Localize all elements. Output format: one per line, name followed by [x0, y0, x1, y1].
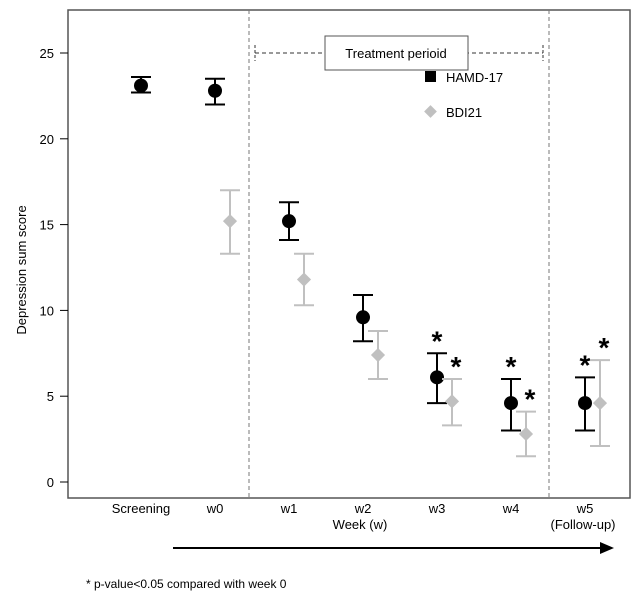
data-point-HAMD-17 — [205, 77, 225, 106]
data-point-HAMD-17 — [131, 76, 151, 94]
data-point-BDI21: * — [516, 384, 536, 458]
data-point-BDI21: * — [590, 332, 610, 447]
point-marker — [444, 394, 460, 409]
point-marker — [578, 396, 592, 411]
y-tick-label: 20 — [40, 132, 54, 147]
x-tick-label: w1 — [280, 501, 298, 516]
x-tick-label: w0 — [206, 501, 224, 516]
data-point-BDI21 — [368, 329, 388, 381]
y-tick-label: 10 — [40, 303, 54, 318]
point-marker — [370, 347, 386, 363]
legend-marker-hamd — [425, 71, 436, 82]
plot-frame — [67, 9, 631, 499]
point-marker — [208, 83, 222, 98]
legend-marker-bdi — [424, 105, 437, 118]
x-tick-label: w5 — [576, 501, 594, 516]
legend-label-hamd: HAMD-17 — [446, 70, 503, 85]
point-marker — [296, 272, 312, 287]
point-marker — [222, 214, 238, 229]
data-point-HAMD-17 — [279, 201, 299, 242]
x-tick-label: w4 — [502, 501, 520, 516]
follow-up-label: (Follow-up) — [550, 517, 615, 532]
significance-asterisk: * — [432, 325, 443, 356]
y-tick-label: 5 — [47, 389, 54, 404]
point-marker — [592, 395, 608, 411]
data-point-BDI21: * — [442, 351, 462, 427]
x-axis-label: Week (w) — [333, 517, 388, 532]
arrow-head — [600, 542, 614, 554]
data-point-BDI21 — [220, 189, 240, 255]
significance-asterisk: * — [506, 351, 517, 382]
data-point-HAMD-17 — [353, 293, 373, 343]
point-marker — [504, 396, 518, 411]
point-marker — [430, 370, 444, 385]
significance-asterisk: * — [599, 332, 610, 363]
data-point-HAMD-17: * — [501, 351, 521, 432]
treatment-box — [324, 35, 469, 71]
point-marker — [356, 310, 370, 325]
treatment-label: Treatment perioid — [345, 46, 446, 61]
y-tick-label: 25 — [40, 46, 54, 61]
significance-asterisk: * — [580, 349, 591, 380]
significance-asterisk: * — [451, 351, 462, 382]
point-marker — [282, 214, 296, 229]
footnote: * p-value<0.05 compared with week 0 — [86, 577, 287, 591]
significance-asterisk: * — [525, 384, 536, 415]
data-point-HAMD-17: * — [575, 349, 595, 432]
point-marker — [134, 78, 148, 93]
legend-label-bdi: BDI21 — [446, 105, 482, 120]
data-point-HAMD-17: * — [427, 325, 447, 405]
x-tick-label: Screening — [112, 501, 171, 516]
x-tick-label: w2 — [354, 501, 372, 516]
y-axis-label: Depression sum score — [14, 205, 29, 334]
y-tick-label: 0 — [47, 475, 54, 490]
point-marker — [518, 426, 534, 442]
data-point-BDI21 — [294, 252, 314, 307]
y-tick-label: 15 — [40, 218, 54, 233]
x-tick-label: w3 — [428, 501, 446, 516]
